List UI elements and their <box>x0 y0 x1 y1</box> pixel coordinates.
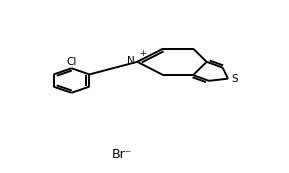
Text: Cl: Cl <box>66 57 77 67</box>
Text: N: N <box>127 56 135 66</box>
Text: Br⁻: Br⁻ <box>112 148 132 161</box>
Text: S: S <box>231 74 238 84</box>
Text: +: + <box>139 49 146 58</box>
